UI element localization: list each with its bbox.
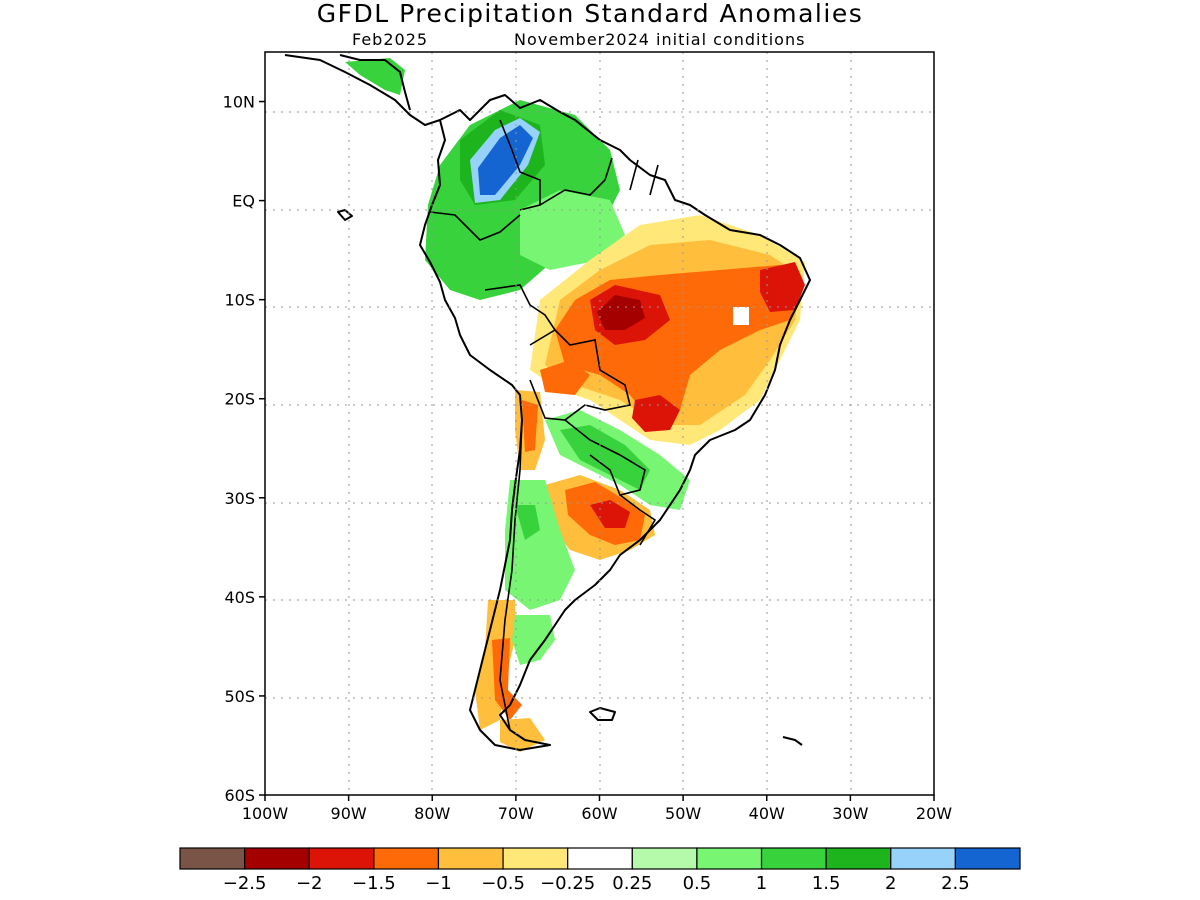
colorbar-swatch <box>760 847 827 870</box>
colorbar-label: 1 <box>756 873 767 894</box>
lat-tick-label: 10S <box>224 291 255 310</box>
missing-data-cell <box>733 307 749 325</box>
colorbar-swatch <box>631 847 698 870</box>
colorbar-label: 0.25 <box>612 873 652 894</box>
colorbar-label: −2 <box>296 873 323 894</box>
colorbar-swatch <box>437 847 504 870</box>
anomaly-negative-bolivia <box>540 360 590 395</box>
anomaly-negative-core-extreme <box>597 295 645 330</box>
map-plot-area <box>265 52 934 795</box>
border-argentina-brazil-uruguay <box>619 494 657 546</box>
colorbar-label: −2.5 <box>223 873 267 894</box>
falkland-islands <box>589 707 616 721</box>
border-colombia-venezuela <box>499 119 541 211</box>
colorbar-swatch <box>567 847 633 870</box>
south-georgia <box>782 736 803 746</box>
lon-tick-label: 60W <box>581 804 617 823</box>
galapagos <box>337 209 353 221</box>
colorbar-label: 0.5 <box>683 873 712 894</box>
central-america-coastline-north <box>339 54 411 111</box>
central-america-coastline <box>284 54 441 126</box>
lon-tick-label: 90W <box>331 804 367 823</box>
border-colombia-ecuador-peru <box>429 211 521 241</box>
anomaly-positive-center-america <box>345 58 405 95</box>
anomaly-negative-patagonia-core <box>492 638 522 720</box>
lat-tick-label: 50S <box>224 687 255 706</box>
lon-tick-label: 30W <box>832 804 868 823</box>
latitude-axis: 10N EQ 10S 20S 30S 40S 50S 60S <box>223 93 265 805</box>
anomaly-negative-chile-north-core <box>522 400 538 452</box>
colorbar-label: −1.5 <box>352 873 396 894</box>
anomaly-positive-paraguay-strong <box>560 425 650 490</box>
colorbar-label: 2 <box>885 873 896 894</box>
colorbar-swatch <box>890 847 956 870</box>
lat-tick-label: 10N <box>223 93 255 112</box>
lon-tick-label: 80W <box>414 804 450 823</box>
colorbar-label: −0.25 <box>540 873 595 894</box>
border-bolivia <box>529 328 631 421</box>
anomaly-field <box>345 58 805 752</box>
colorbar-swatch <box>825 847 892 870</box>
lat-tick-label: 40S <box>224 588 255 607</box>
colorbar-swatch <box>244 847 310 870</box>
border-paraguay <box>564 419 646 496</box>
country-borders <box>429 119 659 731</box>
anomaly-negative-tierra-del-fuego <box>500 718 545 752</box>
colorbar-label: −0.5 <box>481 873 525 894</box>
colorbar-label: 2.5 <box>941 873 970 894</box>
border-guianas <box>604 157 659 196</box>
border-venezuela-brazil <box>539 179 606 206</box>
colorbar-swatch <box>502 847 569 870</box>
anomaly-negative-south-central <box>632 395 680 432</box>
colorbar-swatch <box>696 847 763 870</box>
lon-tick-label: 40W <box>749 804 785 823</box>
valid-month-label: Feb2025 <box>352 30 428 49</box>
border-peru-brazil <box>484 284 556 331</box>
colorbar-swatch <box>373 847 440 870</box>
colorbar-swatch <box>954 847 1021 870</box>
colorbar-swatch <box>308 847 375 870</box>
anomaly-negative-core-northeast <box>760 262 805 312</box>
lon-tick-label: 20W <box>916 804 952 823</box>
lat-tick-label: 30S <box>224 489 255 508</box>
longitude-axis: 100W 90W 80W 70W 60W 50W 40W 30W 20W <box>242 795 952 823</box>
colorbar-label: 1.5 <box>812 873 841 894</box>
colorbar: −2.5 −2 −1.5 −1 −0.5 −0.25 0.25 0.5 1 1.5 2 2.5 <box>179 847 1021 894</box>
south-america-coastline <box>419 94 811 751</box>
lat-tick-label: 20S <box>224 390 255 409</box>
anomaly-max-positive-core <box>478 125 533 195</box>
border-chile-argentina <box>499 419 523 731</box>
colorbar-label: −1 <box>425 873 452 894</box>
lon-tick-label: 70W <box>498 804 534 823</box>
lat-tick-label: EQ <box>232 192 255 211</box>
anomaly-positive-argentina-strong <box>515 505 540 540</box>
anomaly-positive-patagonia <box>512 615 555 665</box>
anomaly-negative-uruguay-core <box>590 500 630 528</box>
colorbar-swatch <box>179 847 246 870</box>
lon-tick-label: 100W <box>242 804 289 823</box>
init-conditions-label: November2024 initial conditions <box>514 30 805 49</box>
coastlines <box>284 54 811 751</box>
lon-tick-label: 50W <box>665 804 701 823</box>
lat-tick-label: 60S <box>224 786 255 805</box>
map-title: GFDL Precipitation Standard Anomalies <box>317 0 863 28</box>
